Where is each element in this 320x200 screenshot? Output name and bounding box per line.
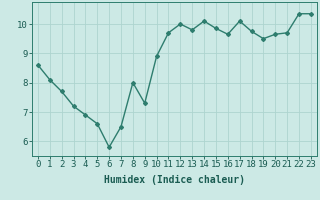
X-axis label: Humidex (Indice chaleur): Humidex (Indice chaleur)	[104, 175, 245, 185]
